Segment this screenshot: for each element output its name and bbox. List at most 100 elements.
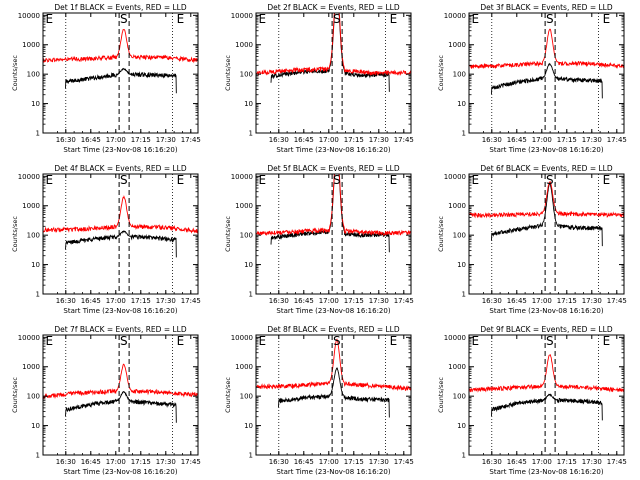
- y-tick-label: 1: [249, 130, 253, 138]
- y-tick-label: 1: [462, 452, 466, 460]
- x-axis-label: Start Time (23-Nov-08 16:16:20): [63, 146, 177, 154]
- y-tick-label: 10000: [231, 334, 253, 342]
- x-tick-label: 16:30: [269, 458, 289, 466]
- interval-label: E: [472, 173, 480, 187]
- interval-label: E: [259, 173, 267, 187]
- interval-label: S: [120, 173, 128, 187]
- interval-label: E: [390, 334, 398, 348]
- series-events-line: [491, 393, 603, 421]
- plot-frame: [42, 334, 199, 456]
- x-axis-label: Start Time (23-Nov-08 16:16:20): [276, 146, 390, 154]
- series-lld-line: [468, 354, 625, 393]
- interval-label: S: [120, 12, 128, 26]
- series-lld-line: [42, 195, 199, 234]
- interval-label: S: [333, 173, 341, 187]
- series-lld-line: [468, 28, 625, 70]
- x-tick-label: 17:15: [557, 297, 577, 305]
- y-axis-label: Counts/sec: [437, 216, 445, 252]
- y-tick-label: 100: [27, 232, 40, 240]
- y-tick-label: 100: [240, 393, 253, 401]
- x-tick-label: 17:00: [319, 458, 339, 466]
- interval-label: S: [333, 334, 341, 348]
- y-axis-label: Counts/sec: [437, 377, 445, 413]
- x-tick-label: 16:30: [56, 458, 76, 466]
- x-tick-label: 17:30: [582, 458, 602, 466]
- y-tick-label: 10000: [231, 173, 253, 181]
- x-tick-label: 17:00: [532, 458, 552, 466]
- y-tick-label: 1: [249, 452, 253, 460]
- x-tick-label: 17:30: [156, 458, 176, 466]
- x-tick-label: 17:15: [344, 297, 364, 305]
- series-lld-line: [255, 173, 412, 237]
- x-tick-label: 16:30: [269, 136, 289, 144]
- plot-frame: [468, 334, 625, 456]
- y-tick-label: 1: [462, 291, 466, 299]
- plot-frame: [255, 173, 412, 295]
- y-axis-label: Counts/sec: [11, 377, 19, 413]
- interval-label: E: [390, 173, 398, 187]
- x-tick-label: 17:15: [344, 136, 364, 144]
- x-tick-label: 17:15: [557, 458, 577, 466]
- y-tick-label: 100: [453, 232, 466, 240]
- series-events-line: [65, 230, 177, 258]
- x-axis-label: Start Time (23-Nov-08 16:16:20): [63, 468, 177, 476]
- y-tick-label: 10000: [18, 334, 40, 342]
- x-tick-label: 17:30: [156, 136, 176, 144]
- x-axis-label: Start Time (23-Nov-08 16:16:20): [489, 307, 603, 315]
- y-tick-label: 1000: [235, 41, 253, 49]
- y-tick-label: 1000: [448, 41, 466, 49]
- x-tick-label: 16:30: [482, 297, 502, 305]
- y-tick-label: 10: [31, 100, 40, 108]
- y-tick-label: 1: [36, 291, 40, 299]
- panel-title: Det 6f BLACK = Events, RED = LLD: [480, 164, 613, 173]
- interval-label: E: [390, 12, 398, 26]
- plot-frame: [255, 334, 412, 456]
- plot-frame: [468, 173, 625, 295]
- y-tick-label: 100: [27, 71, 40, 79]
- interval-label: S: [120, 334, 128, 348]
- panel-title: Det 9f BLACK = Events, RED = LLD: [480, 325, 613, 334]
- y-axis-label: Counts/sec: [437, 55, 445, 91]
- x-tick-label: 17:00: [319, 136, 339, 144]
- x-axis-label: Start Time (23-Nov-08 16:16:20): [489, 146, 603, 154]
- x-tick-label: 17:45: [394, 136, 414, 144]
- panel-title: Det 8f BLACK = Events, RED = LLD: [267, 325, 400, 334]
- interval-label: E: [177, 12, 185, 26]
- x-tick-label: 17:30: [582, 136, 602, 144]
- x-axis-label: Start Time (23-Nov-08 16:16:20): [276, 468, 390, 476]
- interval-label: E: [46, 334, 54, 348]
- interval-label: E: [259, 334, 267, 348]
- series-lld-line: [42, 29, 199, 64]
- panel-title: Det 2f BLACK = Events, RED = LLD: [267, 3, 400, 12]
- x-tick-label: 17:15: [131, 136, 151, 144]
- x-tick-label: 17:45: [607, 458, 627, 466]
- interval-label: E: [177, 334, 185, 348]
- x-tick-label: 16:45: [81, 458, 101, 466]
- panel-title: Det 5f BLACK = Events, RED = LLD: [267, 164, 400, 173]
- interval-label: S: [546, 12, 554, 26]
- y-tick-label: 100: [27, 393, 40, 401]
- y-tick-label: 10000: [444, 334, 466, 342]
- y-tick-label: 10000: [18, 12, 40, 20]
- y-axis-label: Counts/sec: [11, 216, 19, 252]
- x-tick-label: 17:15: [557, 136, 577, 144]
- x-tick-label: 17:30: [156, 297, 176, 305]
- x-tick-label: 16:45: [507, 136, 527, 144]
- series-lld-line: [255, 338, 412, 392]
- x-tick-label: 17:15: [344, 458, 364, 466]
- panel-title: Det 1f BLACK = Events, RED = LLD: [54, 3, 187, 12]
- y-tick-label: 10: [31, 261, 40, 269]
- series-lld-line: [42, 363, 199, 400]
- y-axis-label: Counts/sec: [224, 377, 232, 413]
- interval-label: E: [603, 12, 611, 26]
- y-tick-label: 100: [453, 71, 466, 79]
- y-tick-label: 1000: [22, 202, 40, 210]
- x-tick-label: 17:00: [106, 458, 126, 466]
- x-tick-label: 17:45: [607, 297, 627, 305]
